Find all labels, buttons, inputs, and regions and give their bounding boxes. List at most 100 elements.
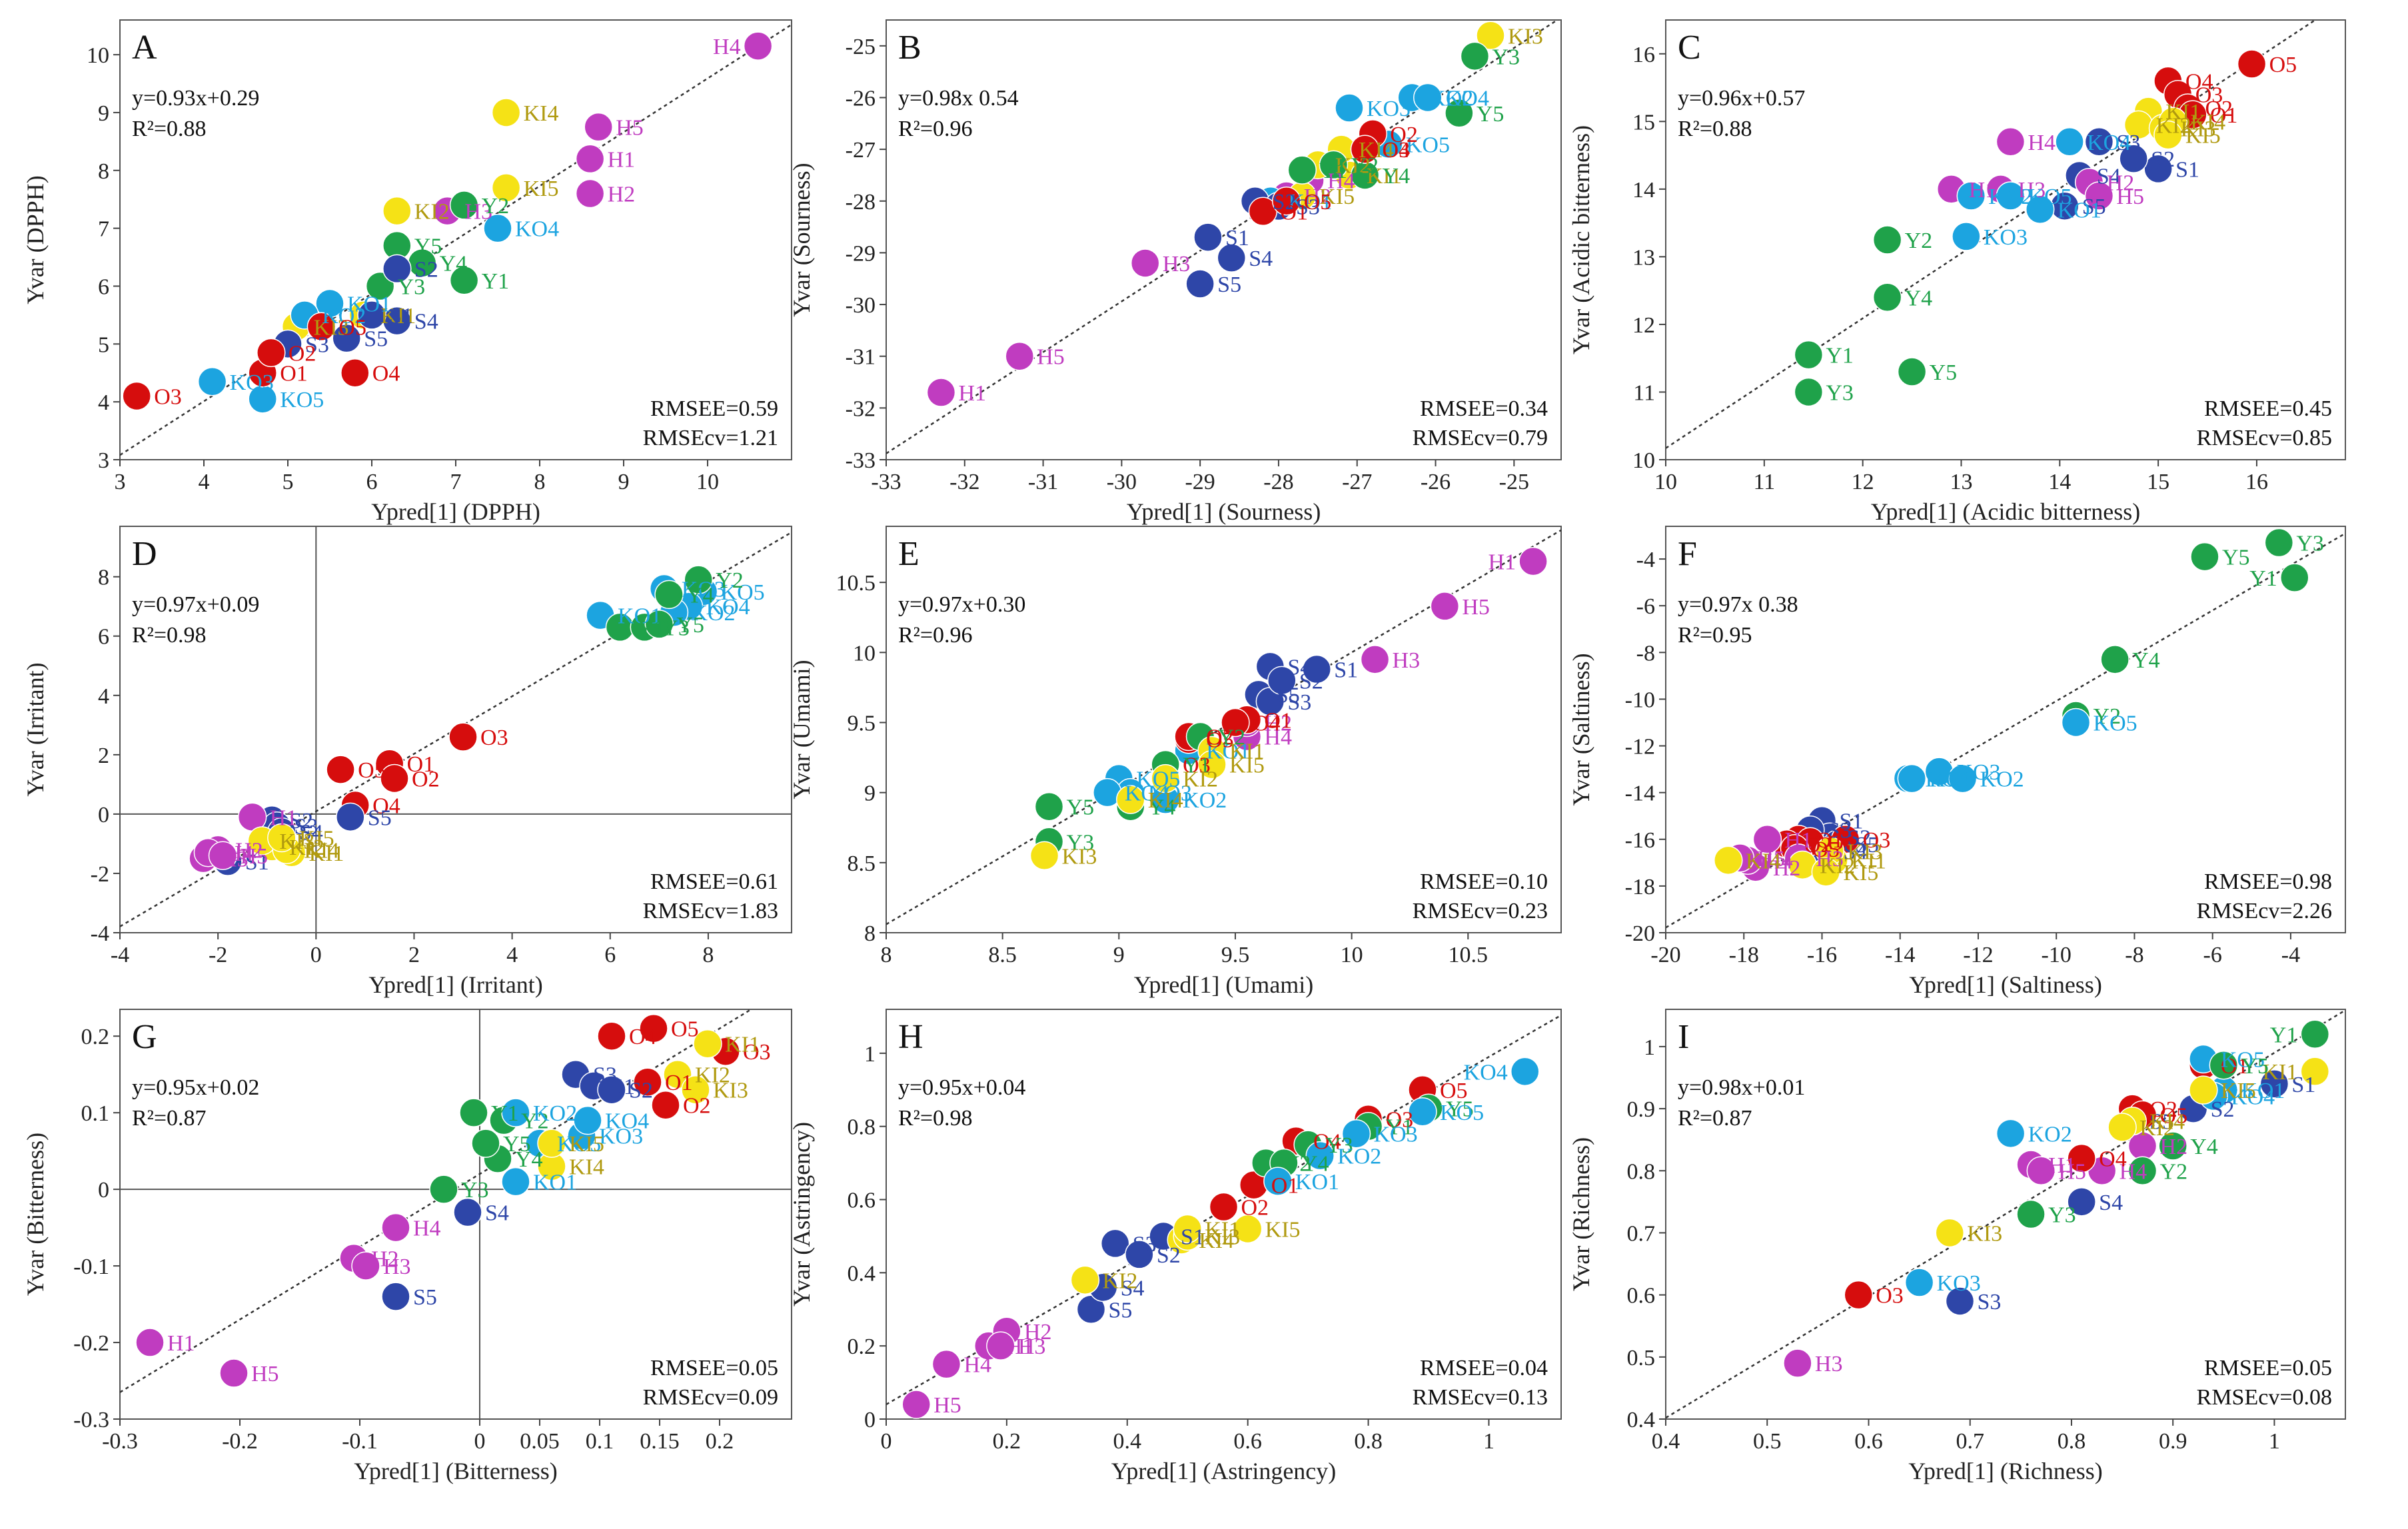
regression-line — [886, 20, 1559, 454]
point-label-S1: S1 — [245, 850, 269, 875]
point-label-KO5: KO5 — [1440, 1101, 1484, 1125]
point-label-H1: H1 — [1784, 828, 1812, 853]
point-label-O2: O2 — [412, 767, 440, 791]
point-label-O4: O4 — [1253, 711, 1281, 736]
panel-letter: A — [132, 29, 157, 67]
point-Y4 — [1872, 282, 1902, 312]
point-label-S2: S2 — [414, 257, 438, 282]
point-label-O2: O2 — [289, 341, 316, 366]
point-label-KI2: KI2 — [1335, 153, 1371, 178]
point-label-KO3: KO3 — [599, 1125, 643, 1149]
point-Y2 — [2127, 1156, 2157, 1186]
point-label-S1: S1 — [1181, 1225, 1205, 1249]
point-label-KO3: KO3 — [1148, 781, 1192, 806]
x-tick-label: 0.8 — [1354, 1429, 1383, 1454]
y-tick-label: -8 — [1636, 641, 1655, 666]
point-label-Y5: Y5 — [1930, 360, 1958, 385]
rmsee: RMSEE=0.98 — [2204, 869, 2332, 894]
point-S3 — [1945, 1286, 1975, 1316]
point-label-O4: O4 — [2185, 69, 2213, 94]
y-tick-label: 9.5 — [848, 711, 876, 736]
y-tick-label: 0.4 — [848, 1261, 876, 1286]
point-label-KO4: KO4 — [1125, 781, 1169, 806]
point-label-O5: O5 — [2269, 53, 2297, 77]
x-tick-label: 8.5 — [988, 943, 1017, 967]
y-axis-title: Yvar (Astringency) — [788, 1122, 815, 1306]
point-H3 — [986, 1331, 1015, 1360]
point-label-H3: H3 — [1163, 252, 1191, 276]
x-axis-title: Ypred[1] (Sourness) — [1127, 498, 1321, 525]
point-label-S5: S5 — [1855, 833, 1879, 857]
point-label-Y5: Y5 — [676, 613, 704, 638]
point-label-S5: S5 — [1217, 272, 1241, 297]
point-KO1 — [1263, 1167, 1293, 1196]
point-KI3 — [1935, 1218, 1965, 1248]
x-tick-label: 8 — [881, 943, 892, 967]
y-tick-label: -0.3 — [73, 1408, 109, 1432]
x-tick-label: 11 — [1753, 470, 1775, 494]
point-label-S5: S5 — [413, 1285, 437, 1310]
point-label-S3: S3 — [1828, 819, 1852, 843]
point-Y2 — [449, 191, 479, 220]
y-tick-label: 0.4 — [1627, 1408, 1656, 1432]
y-tick-label: 8 — [864, 921, 876, 946]
point-label-H5: H5 — [933, 1393, 961, 1418]
point-label-S5: S5 — [1109, 1298, 1133, 1322]
x-tick-label: -32 — [949, 470, 979, 494]
y-tick-label: -26 — [846, 86, 876, 111]
point-S3 — [1100, 1229, 1130, 1259]
point-O5 — [1271, 187, 1301, 216]
point-label-KO2: KO2 — [1988, 185, 2032, 209]
y-tick-label: -12 — [1625, 735, 1655, 760]
point-label-H1: H1 — [167, 1331, 195, 1356]
point-label-KI5: KI5 — [2185, 124, 2221, 149]
point-H3 — [1360, 645, 1390, 674]
point-label-Y1: Y1 — [1386, 1115, 1414, 1140]
y-tick-label: -6 — [1636, 594, 1655, 619]
regression-line — [1666, 1009, 2345, 1419]
point-label-KI4: KI4 — [569, 1155, 604, 1180]
point-label-Y4: Y4 — [1148, 795, 1176, 820]
point-label-S4: S4 — [1249, 247, 1273, 271]
point-label-S5: S5 — [1276, 683, 1300, 708]
x-tick-label: -26 — [1421, 470, 1451, 494]
point-label-S3: S3 — [593, 1063, 617, 1088]
x-tick-label: -12 — [1963, 943, 1993, 967]
point-label-O5: O5 — [1812, 837, 1840, 862]
point-Y1 — [1794, 340, 1824, 370]
point-label-S4: S4 — [2097, 165, 2121, 189]
point-label-H2: H2 — [1024, 1320, 1052, 1344]
point-H2 — [575, 179, 605, 209]
panel-letter: C — [1678, 29, 1701, 67]
y-tick-label: 15 — [1632, 110, 1655, 135]
point-Y1 — [1287, 155, 1317, 185]
point-label-KO3: KO3 — [230, 370, 274, 395]
panel-letter: H — [898, 1018, 923, 1056]
point-H4 — [931, 1349, 961, 1379]
point-KI4 — [491, 98, 521, 127]
point-label-Y1: Y1 — [2270, 1023, 2298, 1047]
x-tick-label: -27 — [1342, 470, 1372, 494]
x-tick-label: -31 — [1028, 470, 1058, 494]
x-tick-label: -4 — [2281, 943, 2300, 967]
point-S2 — [382, 254, 412, 284]
point-label-O4: O4 — [1383, 138, 1411, 163]
x-axis-title: Ypred[1] (Irritant) — [368, 971, 543, 998]
point-KI1 — [1173, 1214, 1202, 1244]
point-label-Y5: Y5 — [2222, 546, 2250, 570]
point-S1 — [1193, 223, 1223, 252]
point-label-KI5: KI5 — [1843, 861, 1878, 885]
point-Y4 — [2158, 1131, 2187, 1161]
point-label-O5: O5 — [1304, 190, 1332, 215]
point-label-KI5: KI5 — [299, 827, 334, 851]
point-KO3 — [1341, 1119, 1371, 1149]
y-axis-title: Yvar (Umami) — [788, 660, 815, 799]
point-label-H2: H2 — [1773, 856, 1801, 881]
x-tick-label: 0 — [474, 1429, 486, 1454]
point-label-S3: S3 — [1296, 195, 1320, 220]
point-label-Y3: Y3 — [461, 1178, 489, 1203]
point-KI4 — [1116, 785, 1145, 814]
point-label-H5: H5 — [1037, 345, 1065, 370]
point-O2 — [380, 764, 409, 793]
point-Y3 — [1794, 377, 1824, 407]
